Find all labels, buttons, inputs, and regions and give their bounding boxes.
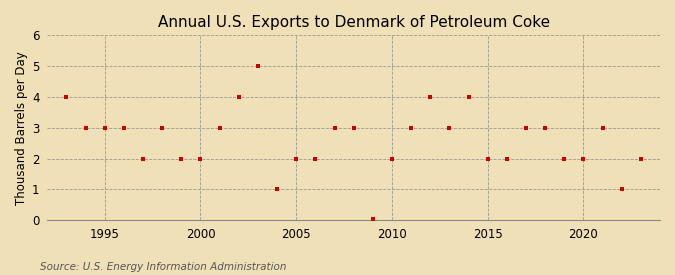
- Point: [291, 156, 302, 161]
- Text: Source: U.S. Energy Information Administration: Source: U.S. Energy Information Administ…: [40, 262, 287, 272]
- Point: [463, 95, 474, 99]
- Point: [348, 125, 359, 130]
- Point: [387, 156, 398, 161]
- Point: [176, 156, 187, 161]
- Y-axis label: Thousand Barrels per Day: Thousand Barrels per Day: [15, 51, 28, 205]
- Point: [520, 125, 531, 130]
- Point: [234, 95, 244, 99]
- Point: [195, 156, 206, 161]
- Point: [80, 125, 91, 130]
- Point: [425, 95, 435, 99]
- Point: [138, 156, 148, 161]
- Point: [214, 125, 225, 130]
- Point: [329, 125, 340, 130]
- Point: [119, 125, 130, 130]
- Point: [61, 95, 72, 99]
- Point: [444, 125, 455, 130]
- Point: [99, 125, 110, 130]
- Point: [502, 156, 512, 161]
- Point: [406, 125, 416, 130]
- Point: [157, 125, 167, 130]
- Point: [559, 156, 570, 161]
- Point: [310, 156, 321, 161]
- Point: [482, 156, 493, 161]
- Point: [597, 125, 608, 130]
- Point: [616, 187, 627, 191]
- Point: [540, 125, 551, 130]
- Title: Annual U.S. Exports to Denmark of Petroleum Coke: Annual U.S. Exports to Denmark of Petrol…: [157, 15, 549, 30]
- Point: [252, 64, 263, 68]
- Point: [271, 187, 282, 191]
- Point: [635, 156, 646, 161]
- Point: [367, 216, 378, 221]
- Point: [578, 156, 589, 161]
